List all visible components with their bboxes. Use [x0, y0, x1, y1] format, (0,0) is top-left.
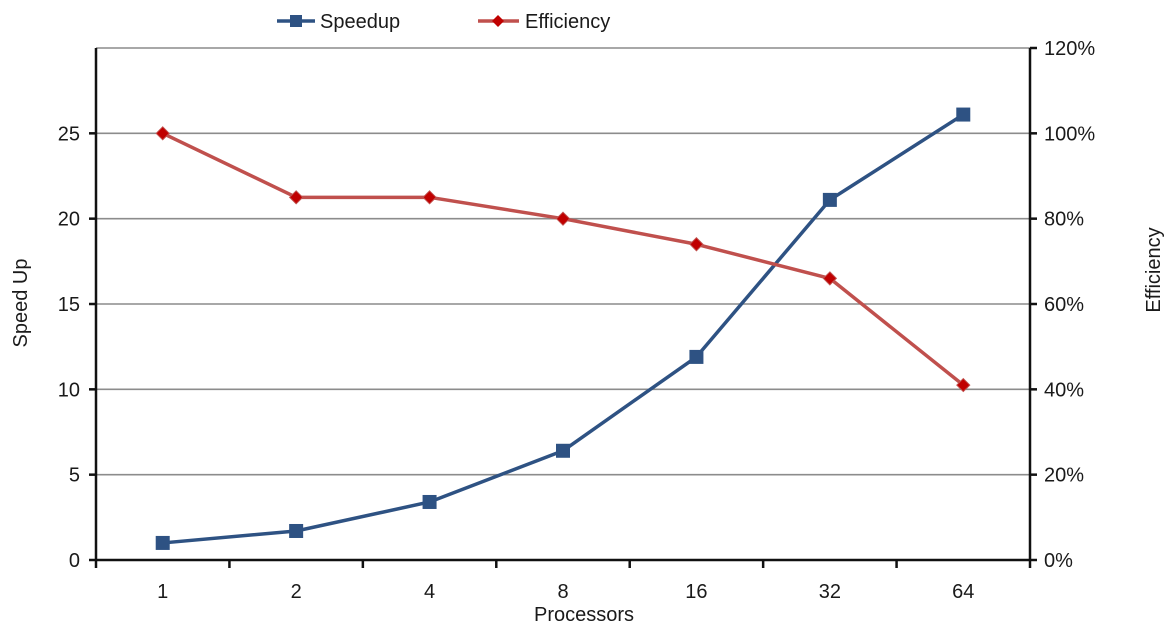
speedup-point: [422, 494, 437, 509]
tick-labels: 0% 20% 40% 60% 80% 100% 120% 0 5 10 15 20 25 1 2 4 8 16 32…: [58, 38, 1096, 603]
axes: [89, 46, 1037, 568]
x-tick-label: 4: [424, 581, 435, 603]
legend-efficiency-label: Efficiency: [525, 11, 610, 33]
x-axis-title: Processors: [534, 604, 634, 624]
speedup-point: [956, 107, 971, 122]
y-tick-label: 5: [69, 465, 80, 487]
y-tick-label: 0: [69, 550, 80, 572]
y-tick-label: 10: [58, 379, 80, 401]
x-tick-label: 2: [291, 581, 302, 603]
efficiency-point: [555, 211, 571, 226]
speedup-point: [689, 349, 704, 364]
efficiency-point: [422, 190, 437, 205]
efficiency-series-line: [161, 131, 965, 387]
x-tick-label: 8: [557, 581, 568, 603]
legend: Speedup Efficiency: [277, 11, 610, 33]
speedup-point: [822, 192, 837, 207]
legend-efficiency-marker: [492, 15, 504, 27]
speedup-point: [556, 443, 570, 458]
y2-tick-label: 20%: [1044, 465, 1084, 487]
y2-tick-label: 100%: [1044, 123, 1095, 145]
x-tick-label: 64: [952, 581, 974, 603]
speedup-point: [289, 523, 304, 538]
efficiency-point: [956, 377, 971, 393]
efficiency-point: [689, 237, 704, 252]
speedup-series-line: [162, 113, 965, 545]
y2-tick-label: 60%: [1044, 294, 1084, 316]
y-tick-label: 25: [58, 123, 80, 145]
y2-tick-label: 40%: [1044, 379, 1084, 401]
y2-tick-label: 0%: [1044, 550, 1073, 572]
x-tick-label: 16: [685, 581, 707, 603]
legend-speedup-label: Speedup: [320, 11, 400, 33]
y2-tick-label: 80%: [1044, 209, 1084, 231]
gridlines: [96, 47, 1030, 476]
efficiency-point: [822, 271, 838, 286]
x-tick-label: 1: [157, 581, 168, 603]
legend-speedup-marker: [290, 15, 302, 27]
y-tick-label: 20: [58, 209, 80, 231]
speedup-point: [155, 535, 170, 550]
efficiency-point: [288, 190, 304, 205]
y2-axis-title: Efficiency: [1143, 227, 1165, 312]
series: [155, 107, 971, 550]
y-tick-label: 15: [58, 294, 80, 316]
efficiency-point: [155, 126, 170, 141]
y-axis-title: Speed Up: [10, 259, 32, 348]
x-tick-label: 32: [819, 581, 841, 603]
y2-tick-label: 120%: [1044, 38, 1095, 60]
